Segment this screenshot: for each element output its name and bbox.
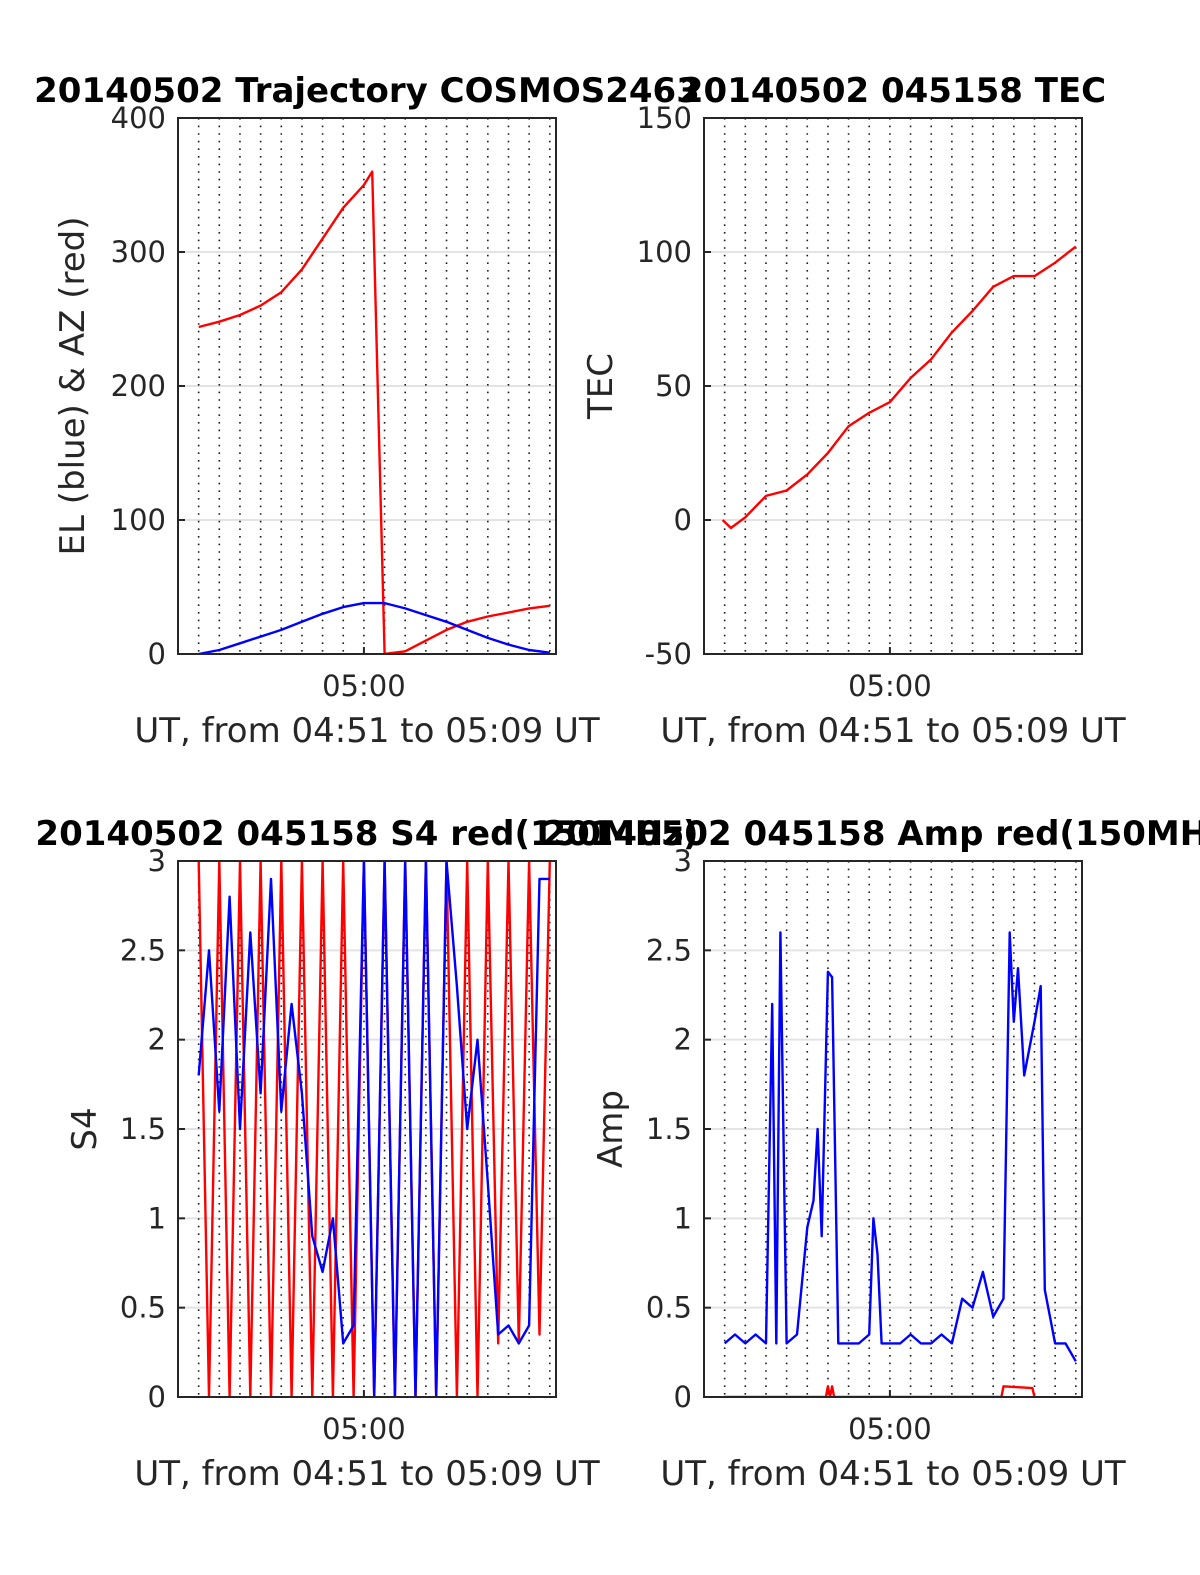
amp-ytick-label: 1: [674, 1201, 692, 1235]
s4-ytick-label: 3: [148, 844, 166, 878]
s4-x-axis-label: UT, from 04:51 to 05:09 UT: [134, 1454, 600, 1494]
s4-ytick-label: 1.5: [120, 1112, 166, 1146]
s4-ytick-label: 1: [148, 1201, 166, 1235]
amp-ytick-label: 2.5: [646, 933, 692, 967]
amp-ytick-label: 2: [674, 1023, 692, 1057]
tec-panel: -50 0 50 100 150 05:00 UT, from 04:51 to 05:09…: [581, 71, 1126, 751]
tec-ytick-label: 0: [674, 503, 692, 537]
tec-ytick-label: -50: [645, 637, 692, 671]
tec-ytick-label: 50: [655, 369, 692, 403]
trajectory-series-0: [198, 170, 550, 654]
trajectory-y-axis-label: EL (blue) & AZ (red): [53, 216, 93, 555]
tec-ytick-label: 150: [637, 101, 692, 135]
s4-y-axis-label: S4: [65, 1107, 105, 1150]
s4-ytick-label: 0.5: [120, 1291, 166, 1325]
s4-panel: 0 0.5 1 1.5 2 2.5 3 05:00 UT, from 04:51 to 05:0…: [35, 814, 698, 1494]
trajectory-ytick-label: 200: [111, 369, 166, 403]
amp-series-1: [723, 931, 1077, 1362]
amp-x-axis-label: UT, from 04:51 to 05:09 UT: [660, 1454, 1126, 1494]
amp-ytick-label: 0.5: [646, 1291, 692, 1325]
trajectory-series-1: [198, 601, 550, 654]
amp-ytick-label: 1.5: [646, 1112, 692, 1146]
trajectory-panel: 0 100 200 300 400 05:00 UT, from 04:51 to 05:0…: [34, 71, 700, 751]
trajectory-ytick-label: 100: [111, 503, 166, 537]
s4-series-1: [197, 861, 550, 1397]
tec-series-0: [721, 245, 1077, 530]
amp-ytick-label: 3: [674, 844, 692, 878]
tec-ytick-label: 100: [637, 235, 692, 269]
s4-xtick-label: 05:00: [322, 1412, 406, 1446]
trajectory-x-axis-label: UT, from 04:51 to 05:09 UT: [134, 711, 600, 751]
tec-y-axis-label: TEC: [581, 353, 621, 420]
trajectory-xtick-label: 05:00: [322, 669, 406, 703]
tec-x-axis-label: UT, from 04:51 to 05:09 UT: [660, 711, 1126, 751]
tec-xtick-label: 05:00: [848, 669, 932, 703]
amp-y-axis-label: Amp: [591, 1090, 631, 1168]
amp-panel: 0 0.5 1 1.5 2 2.5 3 05:00 UT, from 04:51 to 05:0…: [542, 814, 1200, 1494]
trajectory-ytick-label: 0: [148, 637, 166, 671]
trajectory-title: 20140502 Trajectory COSMOS2463: [34, 71, 700, 111]
tec-title: 20140502 045158 TEC: [680, 71, 1106, 111]
s4-ytick-label: 2.5: [120, 933, 166, 967]
amp-title: 20140502 045158 Amp red(150MHz): [542, 814, 1200, 854]
s4-title: 20140502 045158 S4 red(150MHz): [35, 814, 698, 854]
s4-ytick-label: 2: [148, 1023, 166, 1057]
amp-xtick-label: 05:00: [848, 1412, 932, 1446]
s4-ytick-label: 0: [148, 1380, 166, 1414]
trajectory-ytick-label: 300: [111, 235, 166, 269]
amp-ytick-label: 0: [674, 1380, 692, 1414]
amp-series-0: [724, 1385, 1036, 1397]
trajectory-ytick-label: 400: [111, 101, 166, 135]
